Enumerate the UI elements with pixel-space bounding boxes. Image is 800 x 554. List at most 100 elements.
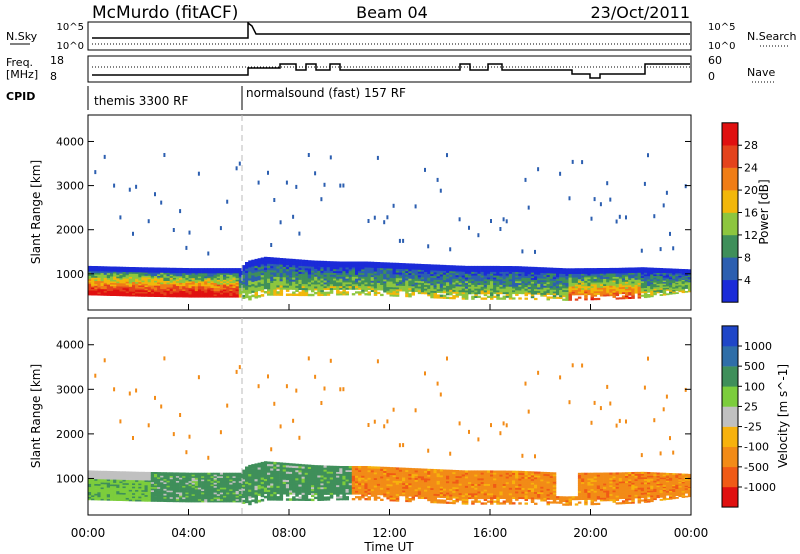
power-cell xyxy=(282,266,287,269)
power-cell xyxy=(430,268,434,271)
power-cell xyxy=(681,276,686,279)
velocity-cell xyxy=(160,478,164,481)
velocity-cell xyxy=(201,482,205,485)
velocity-cell xyxy=(276,481,280,484)
power-cell xyxy=(355,282,359,285)
velocity-cell xyxy=(144,476,148,479)
velocity-cell xyxy=(185,495,189,498)
power-cell xyxy=(662,275,667,278)
velocity-cell xyxy=(317,488,321,492)
power-cell xyxy=(260,287,265,291)
power-cell xyxy=(546,271,550,274)
power-cell xyxy=(420,267,425,270)
velocity-cell xyxy=(216,500,221,503)
velocity-cell xyxy=(182,485,186,488)
velocity-cell xyxy=(116,484,120,487)
power-cell xyxy=(179,276,183,278)
power-cell xyxy=(135,270,139,273)
velocity-cell xyxy=(285,477,290,480)
power-cell xyxy=(402,265,406,268)
power-cell xyxy=(446,270,450,273)
velocity-cell xyxy=(267,476,271,480)
power-cell xyxy=(552,291,557,294)
velocity-cell xyxy=(251,475,255,478)
power-cell xyxy=(562,270,566,273)
power-cell xyxy=(119,287,123,290)
power-cell xyxy=(549,282,554,285)
power-cell xyxy=(147,219,150,224)
power-cell xyxy=(210,285,214,288)
power-colorbar-swatch xyxy=(722,257,738,281)
power-cell xyxy=(417,282,422,285)
power-cell xyxy=(342,265,346,268)
power-cell xyxy=(351,293,356,296)
power-cell xyxy=(194,289,199,292)
power-cell xyxy=(273,274,277,277)
power-cell xyxy=(502,288,507,291)
velocity-cell xyxy=(245,483,249,487)
velocity-cell xyxy=(204,475,208,478)
power-cell xyxy=(194,268,199,271)
power-cell xyxy=(631,288,635,291)
power-cell xyxy=(493,282,497,285)
power-cell xyxy=(179,292,183,295)
power-cell xyxy=(273,280,277,284)
power-cell xyxy=(625,290,629,293)
velocity-cell xyxy=(311,490,315,494)
power-cell xyxy=(210,268,214,271)
velocity-cell xyxy=(317,465,321,468)
power-cell xyxy=(257,279,262,283)
velocity-cell xyxy=(113,498,117,501)
power-cell xyxy=(100,275,105,278)
power-cell xyxy=(534,285,538,288)
power-cell xyxy=(687,281,691,284)
power-cell xyxy=(571,159,574,164)
power-cell xyxy=(637,269,642,272)
power-cell xyxy=(515,286,519,289)
power-cell xyxy=(483,292,488,295)
velocity-cell xyxy=(106,488,111,491)
power-cell xyxy=(232,281,236,283)
velocity-cell xyxy=(88,470,92,473)
power-cell xyxy=(596,285,601,288)
power-cell xyxy=(282,272,287,276)
power-cell xyxy=(267,276,271,279)
velocity-cell xyxy=(182,490,186,493)
power-cell xyxy=(207,284,211,287)
velocity-cell xyxy=(267,461,271,465)
power-cell xyxy=(398,268,403,271)
power-cell xyxy=(260,257,265,261)
power-cell xyxy=(684,279,689,282)
beam-label: Beam 04 xyxy=(356,3,428,22)
power-cell xyxy=(395,272,400,275)
velocity-cell xyxy=(119,494,123,497)
velocity-cell xyxy=(238,500,243,503)
power-cell xyxy=(122,292,126,295)
velocity-cell xyxy=(226,497,230,500)
power-cell xyxy=(370,271,375,274)
velocity-cell xyxy=(307,356,310,361)
power-cell xyxy=(439,285,444,288)
velocity-cell xyxy=(317,471,321,474)
power-cell xyxy=(464,292,469,295)
power-cell xyxy=(458,284,463,287)
power-cell xyxy=(430,296,434,299)
velocity-cell xyxy=(235,474,240,477)
power-cell xyxy=(650,279,654,281)
power-cell xyxy=(568,296,572,300)
power-cell xyxy=(314,274,318,277)
power-cell xyxy=(285,279,290,282)
velocity-cell xyxy=(210,474,214,477)
velocity-cell xyxy=(144,475,148,478)
velocity-cell xyxy=(197,477,202,480)
power-cell xyxy=(603,269,607,272)
velocity-cell xyxy=(116,472,120,475)
power-cell xyxy=(474,273,478,276)
power-cell xyxy=(455,289,459,292)
power-cell xyxy=(358,285,362,288)
power-cell xyxy=(273,287,277,290)
power-cell xyxy=(581,284,585,287)
power-cell xyxy=(144,272,148,275)
power-cell xyxy=(172,228,175,232)
velocity-cell xyxy=(179,485,183,488)
